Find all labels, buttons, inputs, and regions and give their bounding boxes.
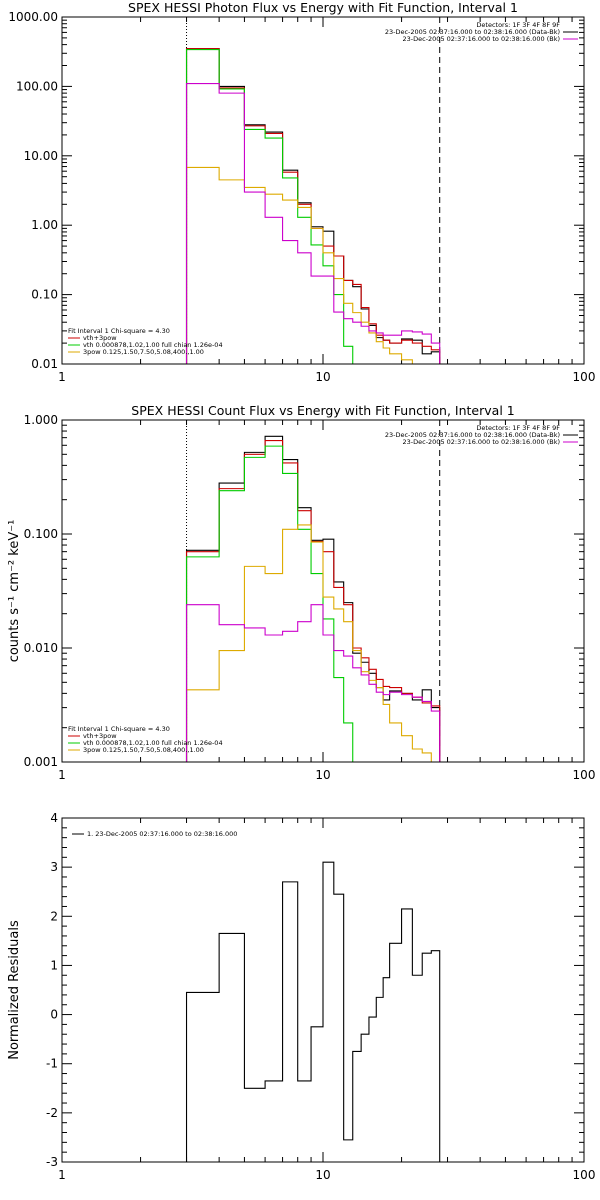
plot-frame — [61, 817, 585, 1163]
legend-top-entry: 23-Dec-2005 02:37:16.000 to 02:38:16.000… — [385, 431, 560, 439]
residuals-panel: Normalized Residuals 1 10 100 -3 -2 -1 0 1 2 3 4 1. … — [7, 811, 595, 1182]
series-line-3 — [185, 524, 440, 762]
x-tick-label: 100 — [573, 370, 596, 384]
series-line-1 — [185, 440, 441, 762]
y-tick-label: 1 — [50, 958, 58, 972]
x-tick-label: 10 — [315, 370, 330, 384]
legend-bottom-entry: vth+3pow — [83, 334, 117, 342]
y-tick-label: -3 — [46, 1155, 58, 1169]
series-line-1 — [185, 48, 441, 364]
y-tick-label: 2 — [50, 909, 58, 923]
x-tick-label: 100 — [573, 768, 596, 782]
series-line-0 — [185, 435, 441, 762]
y-tick-label: 0.100 — [24, 527, 58, 541]
y-tick-label: -2 — [46, 1106, 58, 1120]
chart-title: SPEX HESSI Count Flux vs Energy with Fit… — [131, 403, 514, 418]
legend-bottom-entry: vth+3pow — [83, 732, 117, 740]
y-tick-label: 1000.00 — [8, 10, 58, 24]
legend-bottom-entry: vth 0.000878,1.02,1.00 full chian 1.26e-… — [83, 739, 223, 747]
y-tick-label: 3 — [50, 860, 58, 874]
legend-top-entry: 23-Dec-2005 02:37:16.000 to 02:38:16.000… — [385, 28, 560, 36]
data-series — [185, 48, 441, 364]
x-tick-label: 10 — [315, 768, 330, 782]
series-line-0 — [185, 861, 441, 1162]
y-tick-label: -1 — [46, 1057, 58, 1071]
legend-bottom-entry: Fit Interval 1 Chi-square = 4.30 — [68, 725, 170, 733]
series-line-4 — [185, 604, 441, 762]
legend-top-entry: 23-Dec-2005 02:37:16.000 to 02:38:16.000… — [403, 35, 561, 43]
data-series — [185, 861, 441, 1162]
series-line-2 — [185, 445, 440, 762]
y-tick-label: 0.010 — [24, 641, 58, 655]
y-tick-label: 0.001 — [24, 755, 58, 769]
legend-bottom-entry: 3pow 0.125,1.50,7.50,5.08,400.,1.00 — [83, 746, 204, 754]
y-axis-label: counts s⁻¹ cm⁻² keV⁻¹ — [7, 520, 22, 663]
x-tick-label: 100 — [573, 1168, 596, 1182]
legend-bottom-entry: vth 0.000878,1.02,1.00 full chian 1.26e-… — [83, 341, 223, 349]
chart-title: SPEX HESSI Photon Flux vs Energy with Fi… — [128, 0, 518, 15]
plot-frame — [61, 16, 585, 365]
legend-top-entry: 23-Dec-2005 02:37:16.000 to 02:38:16.000… — [403, 438, 561, 446]
legend-top-entry: Detectors: 1F 3F 4F 8F 9F — [476, 424, 560, 432]
x-tick-label: 1 — [58, 768, 66, 782]
series-line-2 — [185, 48, 440, 364]
y-tick-label: 1.000 — [24, 413, 58, 427]
plot-frame — [61, 419, 585, 763]
data-series — [185, 435, 441, 762]
y-tick-label: 1.00 — [31, 218, 58, 232]
series-line-4 — [185, 82, 441, 364]
y-axis-label: Normalized Residuals — [7, 920, 22, 1060]
photon-flux-panel: SPEX HESSI Photon Flux vs Energy with Fi… — [8, 0, 595, 384]
legend-bottom-entry: Fit Interval 1 Chi-square = 4.30 — [68, 327, 170, 335]
y-tick-label: 4 — [50, 811, 58, 825]
legend-top-entry: 1. 23-Dec-2005 02:37:16.000 to 02:38:16.… — [87, 830, 237, 838]
x-tick-label: 1 — [58, 370, 66, 384]
x-tick-label: 10 — [315, 1168, 330, 1182]
legend-top-entry: Detectors: 1F 3F 4F 8F 9F — [476, 21, 560, 29]
series-line-0 — [185, 48, 441, 364]
y-tick-label: 100.00 — [16, 79, 58, 93]
x-tick-label: 1 — [58, 1168, 66, 1182]
y-tick-label: 10.00 — [24, 149, 58, 163]
legend-bottom-entry: 3pow 0.125,1.50,7.50,5.08,400.,1.00 — [83, 348, 204, 356]
y-tick-label: 0 — [50, 1008, 58, 1022]
count-flux-panel: SPEX HESSI Count Flux vs Energy with Fit… — [7, 403, 595, 782]
y-tick-label: 0.01 — [31, 357, 58, 371]
y-tick-label: 0.10 — [31, 288, 58, 302]
series-line-3 — [185, 166, 440, 364]
